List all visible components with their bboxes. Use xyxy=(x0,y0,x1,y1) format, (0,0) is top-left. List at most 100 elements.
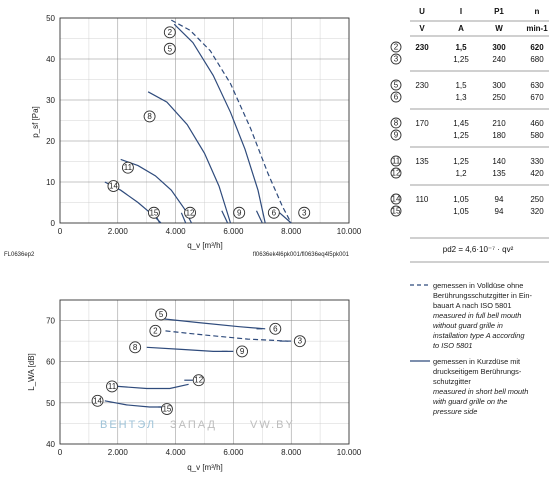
unit-p: W xyxy=(495,24,503,33)
cell-n: 670 xyxy=(530,93,544,102)
legend: gemessen in Volldüse ohneBerührungsschut… xyxy=(410,281,533,416)
unit-u: V xyxy=(419,24,425,33)
cell-n: 580 xyxy=(530,131,544,140)
sound-curve-2 xyxy=(165,330,289,342)
col-head-p: P1 xyxy=(494,7,504,16)
legend-text-de: schutzgitter xyxy=(433,377,471,386)
sound-curve-8 xyxy=(146,346,234,352)
cell-p: 94 xyxy=(495,195,504,204)
legend-text-en: measured in short bell mouth xyxy=(433,387,528,396)
pressure-curve-marker-5: 5 xyxy=(163,42,176,55)
table-row: 14 110 1,05 94 250 xyxy=(390,193,544,205)
sound-x-tick-label: 6.000 xyxy=(223,448,244,457)
cell-i: 1,3 xyxy=(455,93,467,102)
legend-text-de: gemessen in Volldüse ohne xyxy=(433,281,523,290)
sound-curve-labels: 5 6 2 3 8 9 11 12 14 15 xyxy=(91,308,306,415)
legend-text-en: without guard grille in xyxy=(433,321,503,330)
sound-curves xyxy=(104,317,292,408)
table-row: 11 135 1,25 140 330 xyxy=(390,155,544,167)
svg-text:12: 12 xyxy=(392,169,401,178)
cell-n: 250 xyxy=(530,195,544,204)
table-row: 3 1,25 240 680 xyxy=(390,53,544,65)
col-head-u: U xyxy=(419,7,425,16)
pressure-grid xyxy=(60,17,349,223)
cell-n: 330 xyxy=(530,157,544,166)
cell-i: 1,05 xyxy=(453,195,469,204)
cell-p: 135 xyxy=(492,169,506,178)
cell-p: 300 xyxy=(492,81,506,90)
sound-curve-marker-15: 15 xyxy=(160,403,173,415)
sound-x-tick-label: 0 xyxy=(58,448,63,457)
svg-text:15: 15 xyxy=(162,405,171,414)
svg-text:9: 9 xyxy=(240,347,245,356)
sound-x-tick-label: 2.000 xyxy=(108,448,129,457)
cell-i: 1,05 xyxy=(453,207,469,216)
pressure-y-axis-label: p_sf [Pa] xyxy=(31,106,40,138)
cell-p: 300 xyxy=(492,43,506,52)
svg-text:8: 8 xyxy=(147,112,152,121)
pressure-curve-marker-15: 15 xyxy=(147,206,160,219)
svg-text:14: 14 xyxy=(93,396,102,405)
cell-p: 140 xyxy=(492,157,506,166)
pressure-curve-marker-14: 14 xyxy=(107,180,120,193)
pressure-curve-8 xyxy=(147,91,232,224)
svg-text:9: 9 xyxy=(237,208,242,217)
cell-n: 680 xyxy=(530,55,544,64)
pressure-curve-12 xyxy=(180,212,187,224)
svg-text:11: 11 xyxy=(124,163,133,172)
unit-i: A xyxy=(458,24,464,33)
svg-text:6: 6 xyxy=(273,324,278,333)
sound-y-axis-label: L_WA [dB] xyxy=(27,353,36,391)
pressure-y-tick-label: 30 xyxy=(46,96,55,105)
legend-text-de: Berührungsschutzgitter in Ein- xyxy=(433,291,533,300)
col-head-n: n xyxy=(535,7,540,16)
svg-text:9: 9 xyxy=(394,131,399,140)
sound-curve-marker-14: 14 xyxy=(91,394,104,407)
unit-n: min-1 xyxy=(526,24,548,33)
sound-power-chart: 0 2.000 4.000 6.000 8.000 10.000 40 50 60 70 5 6 2 3… xyxy=(27,299,362,472)
pressure-curves xyxy=(104,19,292,224)
dynamic-pressure-formula: pd2 = 4,6·10⁻⁷ · qv² xyxy=(443,245,514,254)
pressure-x-tick-label: 6.000 xyxy=(223,227,244,236)
pressure-curve-2 xyxy=(171,19,292,224)
svg-text:6: 6 xyxy=(394,93,399,102)
cell-u: 230 xyxy=(415,81,429,90)
sound-y-tick-label: 70 xyxy=(46,317,55,326)
pressure-y-tick-label: 20 xyxy=(46,137,55,146)
sound-curve-marker-5: 5 xyxy=(155,308,168,321)
pressure-chart: 0 2.000 4.000 6.000 8.000 10.000 0 10 20 30 40 50 2… xyxy=(4,14,362,258)
table-row: 8 170 1,45 210 460 xyxy=(390,117,544,129)
table-row: 2 230 1,5 300 620 xyxy=(390,41,544,53)
sound-ticks: 0 2.000 4.000 6.000 8.000 10.000 40 50 60 70 xyxy=(46,317,362,457)
cell-i: 1,25 xyxy=(453,131,469,140)
svg-text:15: 15 xyxy=(149,208,158,217)
cell-i: 1,25 xyxy=(453,157,469,166)
figure-references: fl0636ek4l6pk001/fl0636eq4l5pk001 xyxy=(253,252,350,258)
sound-curve-marker-8: 8 xyxy=(129,341,142,354)
sound-curve-5 xyxy=(159,317,266,330)
cell-u: 170 xyxy=(415,119,429,128)
sound-curve-14 xyxy=(104,400,162,408)
legend-text-de: druckseitigem Berührungs- xyxy=(433,367,522,376)
sound-curve-marker-12: 12 xyxy=(192,374,205,387)
svg-text:11: 11 xyxy=(108,382,117,391)
legend-text-en: measured in full bell mouth xyxy=(433,311,521,320)
svg-text:11: 11 xyxy=(392,157,401,166)
pressure-ticks: 0 2.000 4.000 6.000 8.000 10.000 0 10 20 30 40 50 xyxy=(46,14,362,236)
pressure-curve-marker-6: 6 xyxy=(267,206,280,219)
svg-text:14: 14 xyxy=(109,182,118,191)
svg-text:5: 5 xyxy=(168,44,173,53)
pressure-x-tick-label: 2.000 xyxy=(108,227,129,236)
watermark-b: ЗАПАД xyxy=(170,419,217,431)
sound-curve-marker-11: 11 xyxy=(106,380,118,393)
legend-text-en: installation type A according xyxy=(433,331,525,340)
sound-x-tick-label: 10.000 xyxy=(337,448,362,457)
svg-text:15: 15 xyxy=(392,207,401,216)
cell-u: 110 xyxy=(416,195,429,204)
pressure-y-tick-label: 10 xyxy=(46,178,55,187)
sound-y-tick-label: 60 xyxy=(46,358,55,367)
cell-p: 210 xyxy=(492,119,506,128)
cell-i: 1,5 xyxy=(455,81,467,90)
pressure-curve-marker-8: 8 xyxy=(143,110,156,123)
